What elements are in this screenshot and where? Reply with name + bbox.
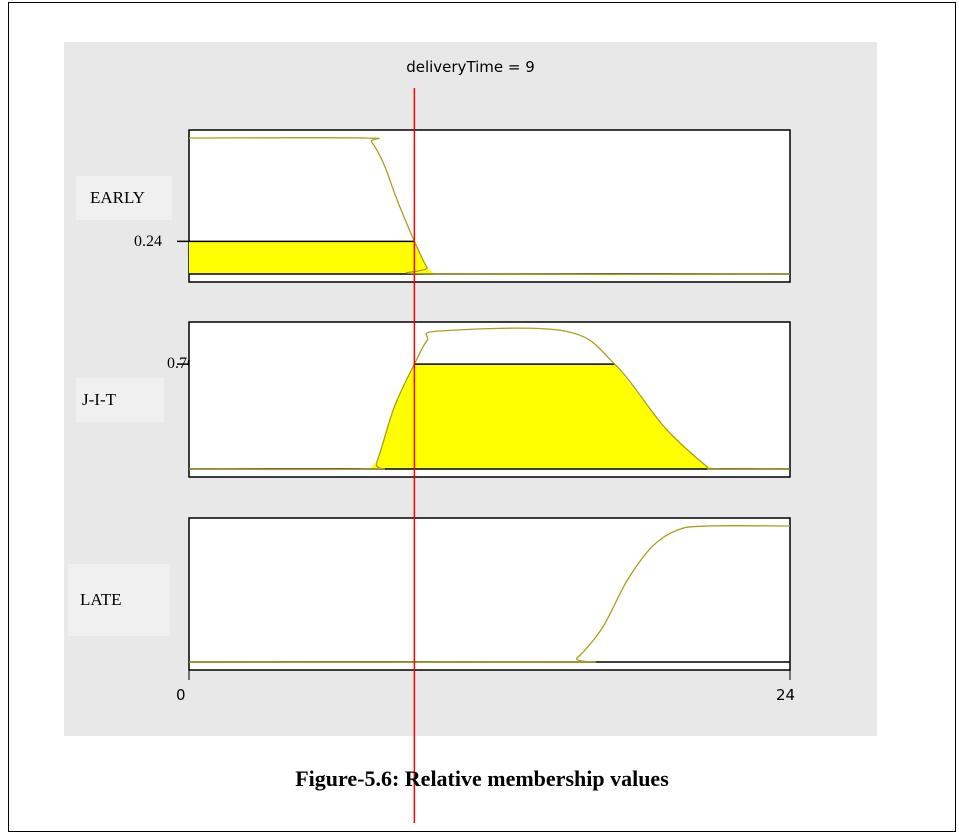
membership-curve-late	[188, 525, 791, 663]
set-label-jit: J-I-T	[76, 378, 164, 422]
membership-value-label-early: 0.24	[134, 233, 162, 250]
membership-curve-jit	[188, 327, 791, 471]
set-label-late: LATE	[68, 564, 170, 636]
figure-caption: Figure-5.6: Relative membership values	[295, 766, 669, 791]
membership-fill-early	[189, 241, 790, 274]
chart-title: deliveryTime = 9	[406, 58, 535, 76]
membership-fill-jit	[189, 364, 790, 469]
x-tick-max: 24	[776, 686, 796, 704]
plot-box-late	[188, 517, 791, 671]
membership-curve-early	[188, 137, 791, 276]
set-label-early-text: EARLY	[90, 188, 145, 207]
set-label-jit-text: J-I-T	[82, 390, 116, 409]
set-label-late-text: LATE	[80, 590, 122, 609]
set-label-early: EARLY	[76, 176, 172, 220]
x-tick-min: 0	[176, 686, 186, 704]
